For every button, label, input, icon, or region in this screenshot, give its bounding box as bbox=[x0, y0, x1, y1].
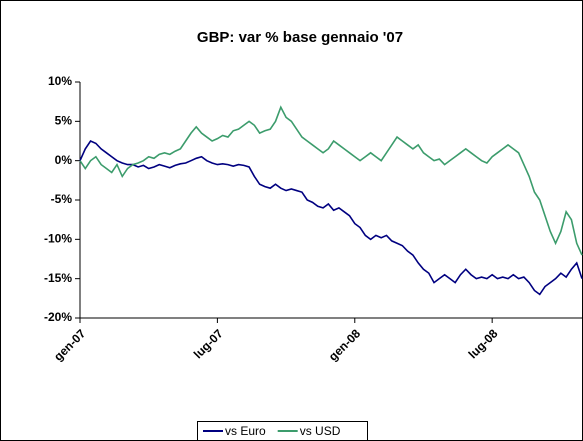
legend-label: vs USD bbox=[300, 424, 341, 438]
y-tick-label: -5% bbox=[51, 192, 73, 206]
y-tick-label: -20% bbox=[44, 310, 72, 324]
y-tick-label: 10% bbox=[48, 74, 72, 88]
y-tick-label: -15% bbox=[44, 271, 72, 285]
legend-label: vs Euro bbox=[225, 424, 266, 438]
y-tick-label: 5% bbox=[55, 114, 73, 128]
y-tick-label: -10% bbox=[44, 232, 72, 246]
series-line bbox=[79, 105, 583, 256]
y-tick-label: 0% bbox=[55, 153, 73, 167]
series-line bbox=[79, 139, 583, 296]
chart-title: GBP: var % base gennaio '07 bbox=[197, 29, 403, 46]
